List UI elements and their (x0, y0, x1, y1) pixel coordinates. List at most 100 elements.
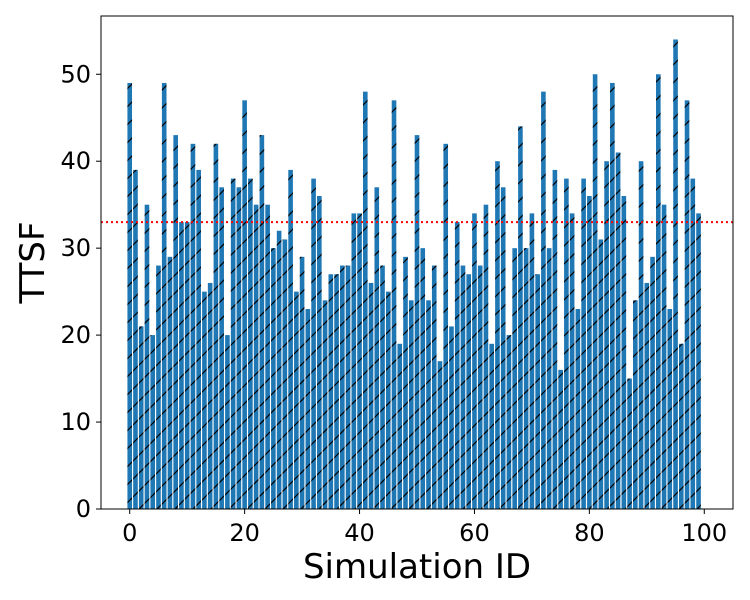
bar-hatch (615, 152, 621, 509)
bar-hatch (575, 309, 581, 509)
bar (230, 178, 236, 509)
bar (184, 222, 190, 509)
bar (431, 265, 437, 509)
bar-hatch (558, 369, 563, 509)
bar (512, 248, 517, 509)
bar (305, 309, 311, 509)
bar (190, 143, 196, 509)
bar-hatch (334, 274, 339, 509)
bar-hatch (604, 161, 609, 509)
bar-hatch (271, 248, 276, 509)
bar-hatch (213, 143, 219, 509)
bar (299, 256, 305, 509)
bar (317, 195, 322, 509)
x-axis: 0 20 40 60 80 100 (122, 509, 727, 547)
bar-hatch (495, 161, 500, 509)
bar (397, 343, 403, 509)
bar (449, 326, 454, 509)
bar (466, 274, 472, 509)
bar-hatch (202, 291, 207, 509)
bar-hatch (673, 39, 678, 509)
bar-hatch (207, 282, 213, 509)
bar-hatch (690, 178, 696, 509)
y-tick-label: 30 (60, 234, 91, 262)
bar (443, 143, 449, 509)
bar (248, 178, 253, 509)
bar (150, 335, 156, 509)
bar (477, 265, 483, 509)
bar (661, 204, 667, 509)
bar-hatch (179, 222, 184, 509)
bar-hatch (696, 213, 701, 509)
bar (546, 248, 552, 509)
bar (253, 204, 259, 509)
bar-hatch (362, 91, 368, 509)
bar (529, 213, 535, 509)
y-tick-label: 0 (76, 495, 91, 523)
bar (696, 213, 701, 509)
bar-hatch (167, 256, 173, 509)
bar (259, 135, 265, 509)
bar (627, 378, 632, 509)
x-tick-label: 20 (229, 519, 260, 547)
bar (673, 39, 678, 509)
bar (138, 326, 144, 509)
bar-hatch (650, 256, 655, 509)
bar-hatch (661, 204, 667, 509)
bar (615, 152, 621, 509)
bar-hatch (512, 248, 517, 509)
bar-hatch (546, 248, 552, 509)
bar (541, 91, 546, 509)
bar-hatch (225, 335, 230, 509)
bar (414, 135, 420, 509)
bar-hatch (443, 143, 449, 509)
bar (127, 82, 133, 509)
bar (368, 282, 374, 509)
bar (638, 161, 644, 509)
bar-hatch (374, 187, 380, 509)
bar (242, 100, 247, 509)
bar-hatch (305, 309, 311, 509)
bar (650, 256, 655, 509)
bar-hatch (564, 178, 569, 509)
bar-hatch (656, 74, 661, 509)
bar (265, 204, 270, 509)
bar (437, 361, 443, 509)
bar-hatch (483, 204, 489, 509)
bar-hatch (598, 239, 604, 509)
x-tick-label: 80 (574, 519, 605, 547)
bar-hatch (219, 187, 224, 509)
bar-series (127, 39, 701, 509)
bar-hatch (196, 169, 201, 509)
bar (374, 187, 380, 509)
bar (202, 291, 207, 509)
y-axis-label: TTSF (13, 221, 53, 304)
bar-hatch (472, 213, 477, 509)
bar-hatch (184, 222, 190, 509)
bar-hatch (345, 265, 351, 509)
bar (518, 126, 523, 509)
bar-hatch (397, 343, 403, 509)
bar (196, 169, 201, 509)
bar-hatch (357, 213, 362, 509)
x-tick-label: 40 (344, 519, 375, 547)
bar-hatch (236, 187, 242, 509)
bar (288, 169, 293, 509)
bar-hatch (230, 178, 236, 509)
bar-hatch (403, 256, 408, 509)
bar (156, 265, 161, 509)
bar-hatch (684, 100, 690, 509)
bar-hatch (426, 300, 431, 509)
bar (276, 230, 282, 509)
bar (408, 300, 414, 509)
bar (282, 239, 288, 509)
bar (690, 178, 696, 509)
bar (500, 187, 506, 509)
bar-hatch (552, 169, 558, 509)
y-axis: 0 10 20 30 40 50 (60, 60, 101, 523)
bar-hatch (523, 248, 529, 509)
bar-hatch (156, 265, 161, 509)
bar-hatch (535, 274, 540, 509)
bar (610, 82, 615, 509)
